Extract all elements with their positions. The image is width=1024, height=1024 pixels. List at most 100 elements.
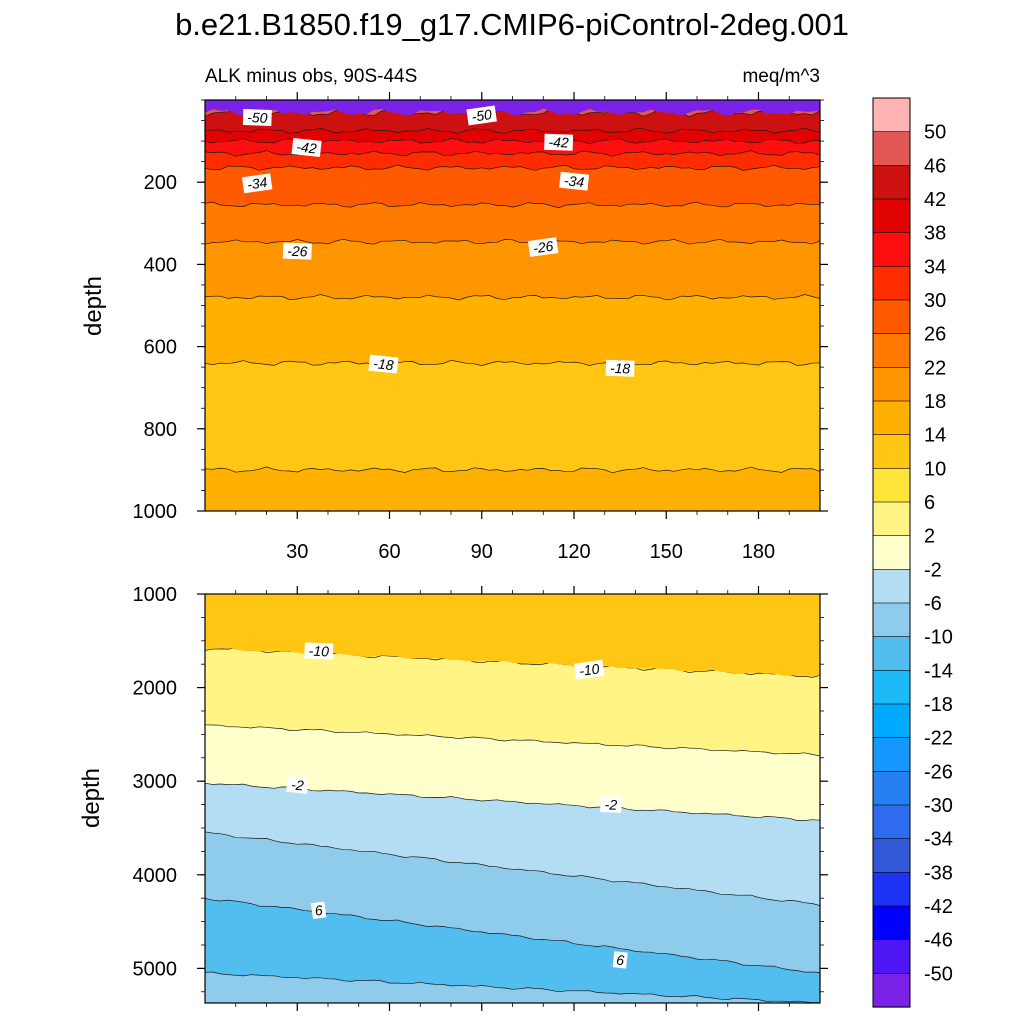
x-tick-label: 120: [557, 541, 590, 563]
contour-line: [205, 201, 820, 209]
contour-label: 6: [612, 951, 628, 969]
colorbar-label: 42: [924, 189, 946, 211]
colorbar-label: -38: [924, 862, 953, 884]
colorbar-label: -10: [924, 627, 953, 649]
contour-line: [205, 164, 820, 171]
colorbar-label: -14: [924, 660, 953, 682]
colorbar-swatch: [872, 266, 911, 301]
colorbar-label: 30: [924, 290, 946, 312]
contour-label-text: -50: [471, 106, 493, 125]
colorbar-label: -34: [924, 829, 953, 851]
upper-y-axis-label: depth: [80, 276, 107, 336]
colorbar-label: 10: [924, 458, 946, 480]
contour-label-box: [310, 901, 327, 920]
contour-label: -34: [559, 171, 590, 191]
contour-line: [205, 466, 820, 474]
colorbar-label: 18: [924, 391, 946, 413]
contour-label-box: [559, 171, 590, 191]
colorbar-label: 22: [924, 357, 946, 379]
contour-label-text: 6: [314, 902, 324, 919]
colorbar-swatch: [872, 804, 911, 840]
contour-label-text: -18: [373, 355, 395, 373]
contour-label-text: -26: [532, 238, 554, 257]
contour-label: -10: [304, 642, 334, 660]
lower-axes: 1000 2000 3000 4000 5000: [133, 584, 828, 1011]
lower-contour-panel: -10 -10 -2 -2 6 6 1000 2000 3000 4000 5000 depth: [78, 584, 828, 1011]
upper-contour-panel: -50 -50 -42 -42 -34 -34 -26 -26 -18 -18 200 400 600…: [80, 92, 828, 563]
upper-contour-labels: -50 -50 -42 -42 -34 -34 -26 -26 -18 -18: [241, 105, 635, 377]
contour-label: -42: [291, 138, 322, 157]
colorbar-label: 14: [924, 425, 946, 447]
colorbar-swatch: [872, 703, 911, 739]
colorbar-frame: [872, 97, 911, 1008]
colorbar-label: -46: [924, 930, 953, 952]
colorbar-label: -30: [924, 795, 953, 817]
colorbar-swatch: [872, 602, 911, 638]
contour-label-box: [242, 109, 272, 126]
colorbar-swatch: [872, 670, 911, 705]
colorbar-label: 26: [924, 324, 946, 346]
contour-label-box: [286, 775, 309, 794]
lower-y-axis-label: depth: [78, 768, 105, 828]
contour-label: -2: [286, 775, 309, 794]
colorbar-label: -26: [924, 761, 953, 783]
contour-label-text: -42: [548, 134, 569, 151]
y-tick-label: 1000: [133, 501, 178, 523]
colorbar-swatch: [872, 838, 911, 873]
contour-label-box: [600, 796, 622, 813]
x-tick-label: 30: [286, 541, 308, 563]
contour-label: -26: [527, 237, 559, 257]
upper-subtitle-right: meq/m^3: [742, 66, 820, 87]
colorbar-label: 50: [924, 122, 946, 144]
contour-label-text: -18: [610, 360, 631, 377]
colorbar-swatch: [872, 905, 911, 941]
contour-band: [205, 594, 820, 676]
y-tick-label: 800: [144, 419, 177, 441]
contour-line: [205, 359, 820, 366]
colorbar-label: -2: [924, 559, 942, 581]
colorbar-label: 34: [924, 256, 946, 278]
x-tick-label: 60: [378, 541, 400, 563]
x-tick-label: 90: [471, 541, 493, 563]
x-tick-label: 150: [650, 541, 683, 563]
colorbar: 50 46 42 38 34 30 26 22 18 14 10 6 2 -2 -6 -10 -14 -18 -22…: [872, 97, 953, 1008]
contour-line: [205, 831, 820, 906]
contour-label-text: -10: [578, 660, 600, 679]
y-tick-label: 3000: [133, 771, 178, 793]
contour-label-text: -10: [308, 643, 329, 660]
colorbar-swatch: [872, 299, 911, 335]
contour-label: -18: [605, 359, 635, 377]
colorbar-swatch: [872, 501, 911, 537]
colorbar-swatch: [872, 367, 911, 402]
colorbar-label: -50: [924, 963, 953, 985]
colorbar-swatch: [872, 400, 911, 436]
contour-label-box: [574, 659, 605, 680]
y-tick-label: 400: [144, 254, 177, 276]
contour-line: [205, 724, 820, 757]
contour-label-text: -2: [290, 776, 304, 793]
contour-label-text: -2: [604, 796, 617, 812]
y-tick-label: 5000: [133, 958, 178, 980]
colorbar-label: -22: [924, 728, 953, 750]
y-tick-label: 2000: [133, 678, 178, 700]
colorbar-swatch: [872, 535, 911, 570]
contour-label-text: -26: [287, 243, 308, 260]
contour-label: -18: [368, 354, 399, 374]
colorbar-swatch: [872, 939, 911, 974]
contour-label-box: [466, 105, 497, 126]
contour-label-box: [605, 359, 635, 377]
contour-label: -10: [574, 659, 605, 680]
contour-label-box: [527, 237, 559, 257]
contour-label-box: [544, 133, 574, 151]
colorbar-swatch: [872, 232, 911, 267]
contour-label: -2: [600, 796, 622, 813]
colorbar-swatch: [872, 434, 911, 469]
colorbar-swatch: [872, 165, 911, 200]
colorbar-label: 38: [924, 223, 946, 245]
contour-label-text: -34: [246, 174, 268, 193]
contour-label-text: 6: [615, 952, 625, 969]
y-tick-label: 200: [144, 172, 177, 194]
contour-label: -42: [544, 133, 574, 151]
colorbar-label: -18: [924, 694, 953, 716]
